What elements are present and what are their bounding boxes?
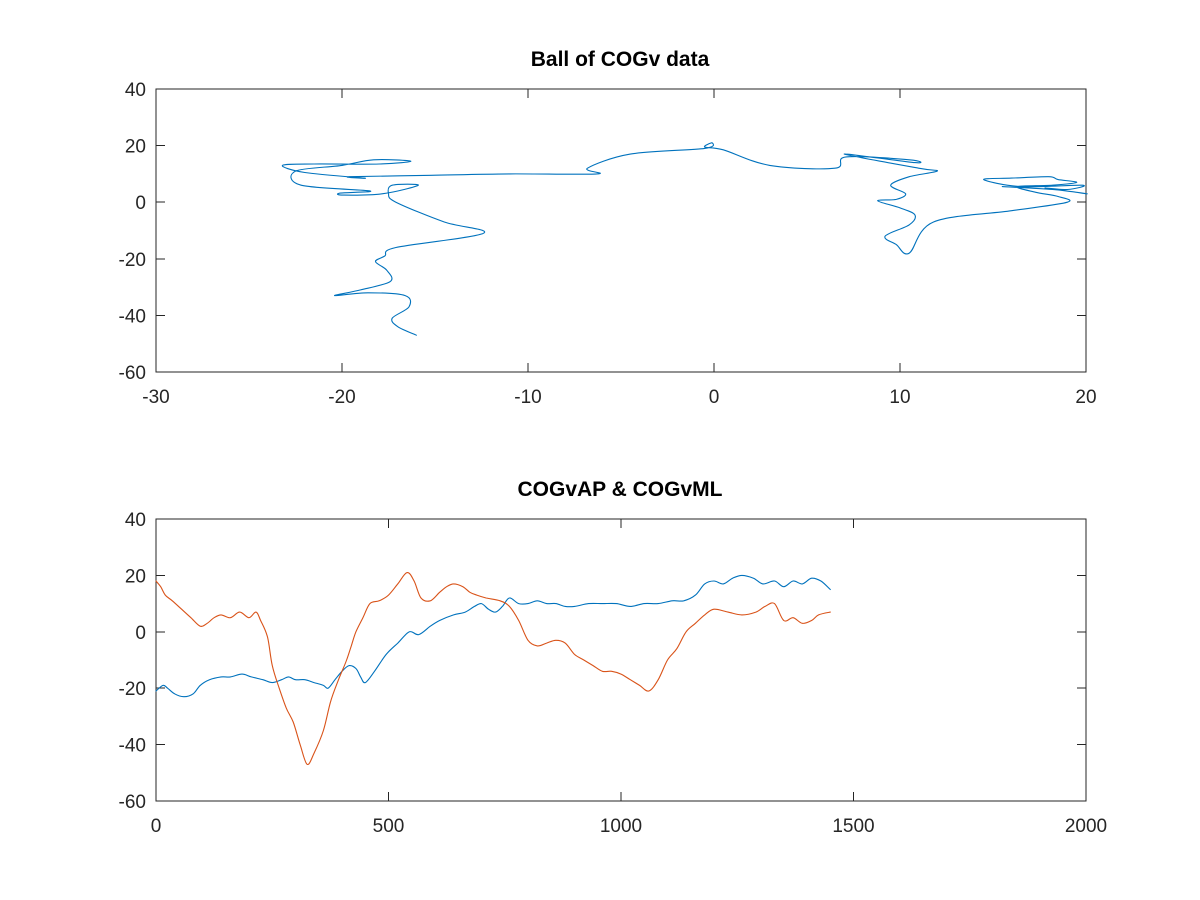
subplot-2-series-2-line	[155, 572, 831, 766]
y-tick-label: 0	[135, 623, 146, 644]
x-tick-label: -30	[142, 387, 169, 408]
y-tick-label: -20	[119, 250, 146, 271]
y-tick-label: 20	[125, 137, 146, 158]
subplot-2-title: COGvAP & COGvML	[518, 478, 723, 501]
subplot-ball-of-cogv: Ball of COGv data -30 -20 -10 0 10 20 -60 -40 -2…	[119, 48, 1097, 408]
x-tick-label: 10	[889, 387, 910, 408]
y-tick-label: 40	[125, 80, 146, 101]
subplot-2-series-1-line	[155, 574, 831, 698]
y-tick-label: -60	[119, 363, 146, 384]
subplot-1-plot-area: -30 -20 -10 0 10 20 -60 -40 -20 0 20 40	[119, 80, 1097, 408]
subplot-1-axes-box	[155, 88, 1087, 373]
subplot-2-plot-area: 0 500 1000 1500 2000 -60 -40 -20 0 20 40	[119, 510, 1108, 837]
x-tick-label: -10	[514, 387, 541, 408]
x-tick-label: 500	[373, 816, 405, 837]
subplot-1-series-1-line	[281, 142, 1088, 336]
x-tick-label: 0	[709, 387, 720, 408]
y-tick-label: -40	[119, 736, 146, 757]
x-tick-label: 2000	[1065, 816, 1107, 837]
x-tick-label: 1500	[832, 816, 874, 837]
subplot-1-title: Ball of COGv data	[531, 48, 710, 71]
x-tick-label: -20	[328, 387, 355, 408]
y-tick-label: 0	[135, 193, 146, 214]
x-tick-label: 0	[151, 816, 162, 837]
x-tick-label: 1000	[600, 816, 642, 837]
y-tick-label: 20	[125, 566, 146, 587]
y-tick-label: -60	[119, 792, 146, 813]
y-tick-label: 40	[125, 510, 146, 531]
y-tick-label: -20	[119, 679, 146, 700]
x-tick-label: 20	[1075, 387, 1096, 408]
subplot-cogvap-cogvml: COGvAP & COGvML 0 500 1000 1500 2000 -60 -40 -2…	[119, 478, 1108, 837]
y-tick-label: -40	[119, 306, 146, 327]
